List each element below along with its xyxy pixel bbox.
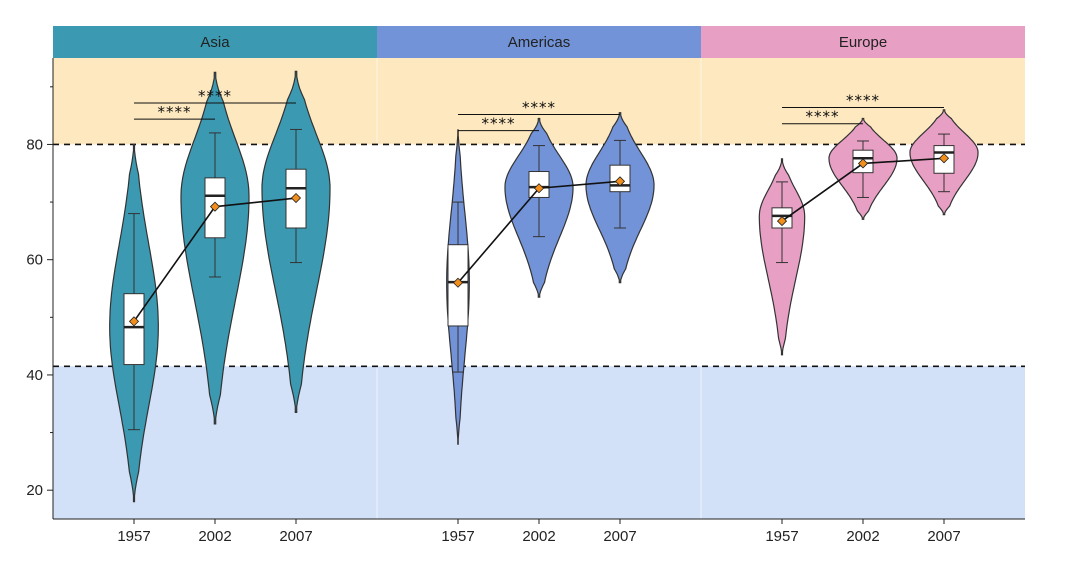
- x-tick-label: 1957: [117, 528, 150, 545]
- mean-point: [290, 192, 302, 204]
- significance-label: ****: [846, 92, 880, 110]
- x-tick-label: 2002: [198, 528, 231, 545]
- strip-americas: [377, 26, 701, 58]
- lower-band: [53, 366, 1025, 519]
- y-tick-label: 20: [26, 482, 43, 499]
- x-tick-label: 2007: [927, 528, 960, 545]
- significance-label: ****: [522, 98, 556, 116]
- significance-label: ****: [198, 87, 232, 105]
- mean-point: [533, 183, 545, 194]
- mean-point: [128, 316, 140, 327]
- significance-label: ****: [158, 103, 192, 121]
- strip-europe: [701, 26, 1025, 58]
- strip-label: Asia: [200, 34, 230, 51]
- significance-label: ****: [482, 115, 516, 133]
- x-tick-label: 2002: [846, 528, 879, 545]
- x-tick-label: 1957: [765, 528, 798, 545]
- x-tick-label: 2007: [279, 528, 312, 545]
- mean-point: [938, 153, 950, 164]
- x-tick-label: 1957: [441, 528, 474, 545]
- mean-point: [614, 176, 626, 187]
- x-tick-label: 2002: [522, 528, 555, 545]
- strip-asia: [53, 26, 377, 58]
- y-tick-label: 40: [26, 367, 43, 384]
- mean-point: [776, 216, 788, 227]
- y-tick-label: 80: [26, 136, 43, 153]
- y-tick-label: 60: [26, 252, 43, 269]
- mean-point: [209, 201, 221, 212]
- mean-point: [452, 277, 464, 288]
- box: [123, 293, 145, 366]
- strip-label: Europe: [839, 34, 887, 51]
- mean-point: [857, 158, 869, 169]
- significance-label: ****: [806, 108, 840, 126]
- x-tick-label: 2007: [603, 528, 636, 545]
- strip-label: Americas: [508, 34, 571, 51]
